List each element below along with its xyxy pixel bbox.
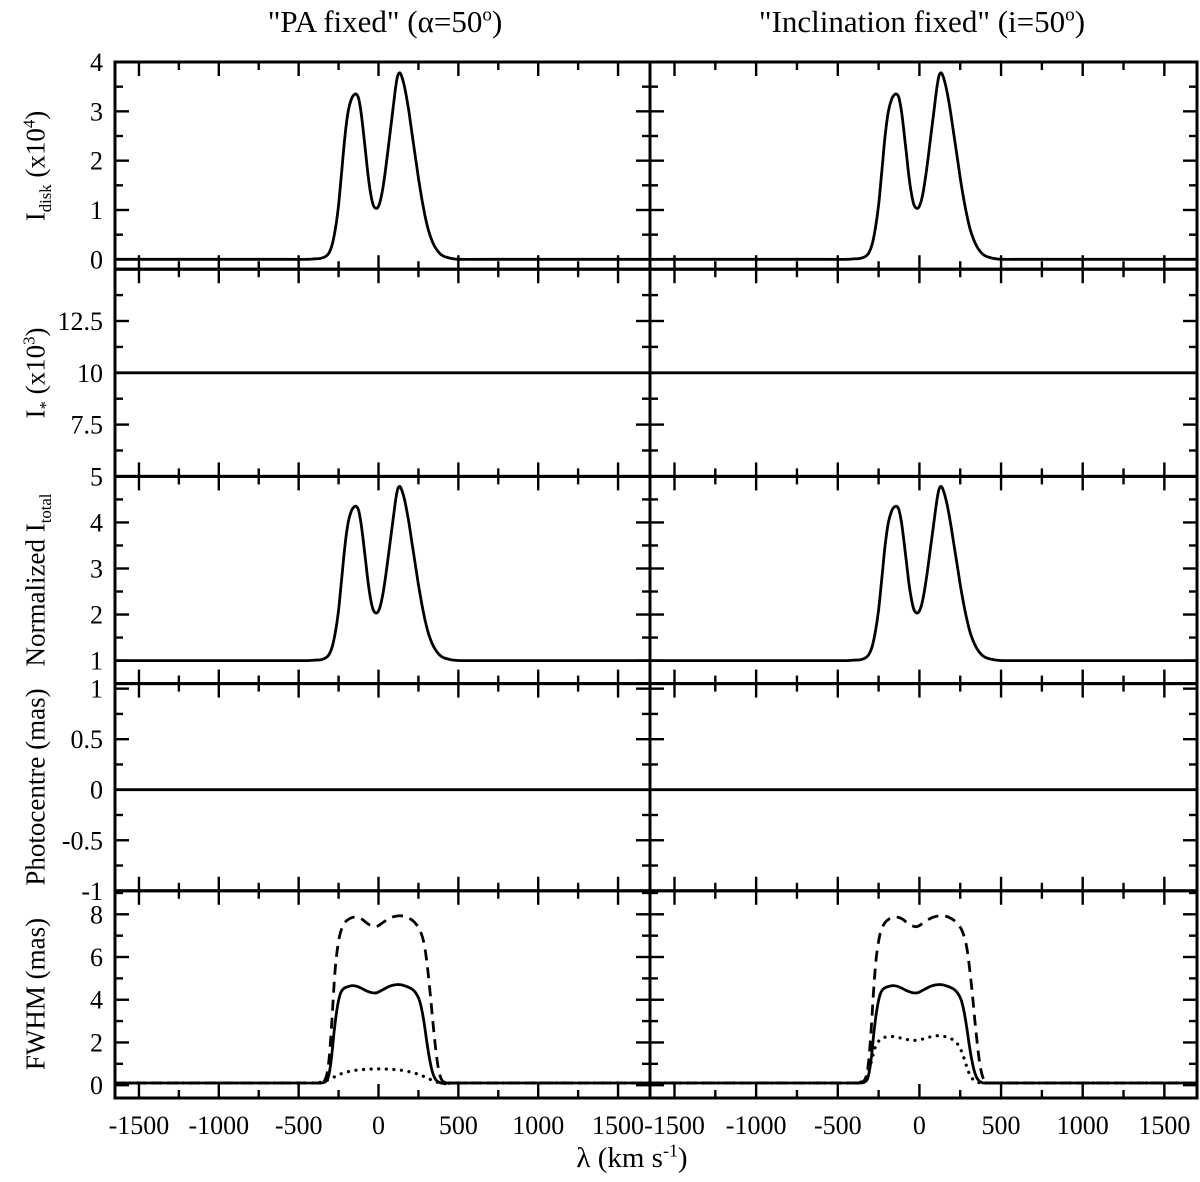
y-tick-label: 8 [90, 900, 103, 929]
curve-fwhm_dashed-dashed [650, 914, 1197, 1085]
text-part: ) [491, 4, 503, 39]
y-tick-label: 2 [90, 147, 103, 176]
text-part: "Inclination fixed" (i=50 [758, 4, 1066, 39]
curve-fwhm_dashed-dashed [115, 914, 650, 1085]
y-tick-label: 3 [90, 97, 103, 126]
text-part: ) [20, 327, 51, 337]
text-part: I [20, 409, 51, 419]
text-part: (x10 [20, 344, 51, 402]
text-part: FWHM (mas) [20, 917, 51, 1071]
x-tick-label: -1500 [109, 1111, 170, 1140]
panel-itotal-left: 1 2 3 4 5 [90, 462, 652, 686]
curve-fwhm_dotted_pa-dotted [115, 1067, 650, 1086]
x-tick-label: -500 [814, 1111, 862, 1140]
text-part: -1 [662, 1140, 678, 1161]
y-tick-label: 1 [90, 675, 103, 704]
y-tick-label: 5 [90, 462, 103, 491]
panel-border [113, 682, 652, 893]
curve-fwhm_solid-solid [115, 983, 650, 1085]
x-tick-label: 500 [982, 1111, 1021, 1140]
text-part: 3 [19, 336, 39, 345]
curve-normalized_total-solid [650, 485, 1197, 663]
text-part: ) [677, 1142, 688, 1174]
y-tick-label: 0.5 [71, 725, 104, 754]
panel-istar-right [648, 267, 1199, 478]
panel-border [648, 889, 1199, 1100]
text-part: (x10 [20, 128, 51, 185]
y-tick-label: 4 [90, 48, 103, 77]
curve-normalized_total-solid [115, 485, 650, 663]
x-axis-label: λ (km s-1) [576, 1140, 688, 1175]
y-tick-label: 12.5 [58, 307, 104, 336]
panel-fwhm-left: 0 2 4 6 8 -1500 -1000 -500 0 500 1000 1500 [90, 889, 652, 1140]
y-tick-label: 6 [90, 943, 103, 972]
text-part: o [482, 4, 492, 26]
panel-idisk-left: 0 1 2 3 4 [90, 48, 652, 274]
x-tick-label: 1500 [592, 1111, 644, 1140]
y-tick-label: 1 [90, 647, 103, 676]
y-tick-label: 4 [90, 508, 103, 537]
curve-fwhm_dotted_incl-dotted [650, 1034, 1197, 1085]
y-tick-label: 10 [77, 359, 103, 388]
panel-border [113, 474, 652, 686]
y-tick-label: 0 [90, 245, 103, 274]
text-part: ) [1074, 4, 1086, 39]
panel-border [648, 474, 1199, 686]
curve-fwhm_solid-solid [650, 983, 1197, 1085]
text-part: λ (km s [576, 1142, 663, 1174]
x-tick-label: -500 [275, 1111, 323, 1140]
text-part: "PA fixed" (α=50 [267, 4, 483, 39]
y-axis-label-photocentre: Photocentre (mas) [21, 688, 52, 885]
panel-border [113, 60, 652, 271]
panel-border [648, 60, 1199, 271]
y-tick-label: 4 [90, 986, 103, 1015]
curve-line_profile-solid [650, 71, 1197, 261]
panel-fwhm-right: -1500 -1000 -500 0 500 1000 1500 [644, 889, 1199, 1140]
text-part: Photocentre (mas) [20, 688, 51, 886]
x-tick-label: -1000 [726, 1111, 787, 1140]
y-axis-label-istar: I* (x103) [19, 327, 55, 419]
text-part: I [20, 212, 51, 222]
y-tick-label: 3 [90, 554, 103, 583]
y-tick-label: -0.5 [62, 826, 103, 855]
y-tick-label: 2 [90, 601, 103, 630]
x-tick-label: 1500 [1138, 1111, 1190, 1140]
y-tick-label: 7.5 [71, 411, 104, 440]
y-tick-label: 1 [90, 196, 103, 225]
y-tick-label: 0 [90, 776, 103, 805]
panel-photocentre-right [648, 682, 1199, 893]
text-part: * [35, 401, 55, 410]
x-tick-label: 1000 [1057, 1111, 1109, 1140]
y-axis-label-fwhm: FWHM (mas) [21, 918, 52, 1070]
x-tick-label: 0 [372, 1111, 385, 1140]
panel-itotal-right [648, 474, 1199, 686]
text-part: 4 [19, 119, 39, 129]
left-column-title: "PA fixed" (α=50o) [268, 4, 503, 40]
y-tick-label: 0 [90, 1071, 103, 1100]
curve-line_profile-solid [115, 71, 650, 261]
text-part: o [1065, 4, 1075, 26]
panel-border [648, 682, 1199, 893]
x-tick-label: -1000 [188, 1111, 249, 1140]
y-axis-label-idisk: Idisk (x104) [19, 110, 55, 222]
right-column-title: "Inclination fixed" (i=50o) [759, 4, 1085, 40]
x-tick-label: 500 [439, 1111, 478, 1140]
y-tick-label: 2 [90, 1028, 103, 1057]
y-axis-label-itotal: Normalized Itotal [20, 493, 55, 667]
x-tick-label: -1500 [644, 1111, 705, 1140]
text-part: ) [20, 110, 51, 120]
panel-istar-left: 7.5 10 12.5 [58, 267, 652, 478]
panel-idisk-right [648, 60, 1199, 271]
x-tick-label: 0 [913, 1111, 926, 1140]
text-part: disk [35, 184, 55, 213]
y-tick-label: -1 [81, 877, 103, 906]
text-part: Normalized I [20, 523, 51, 667]
text-part: total [35, 493, 55, 524]
x-tick-label: 1000 [512, 1111, 564, 1140]
panel-photocentre-left: -1 -0.5 0 0.5 1 [62, 675, 652, 906]
